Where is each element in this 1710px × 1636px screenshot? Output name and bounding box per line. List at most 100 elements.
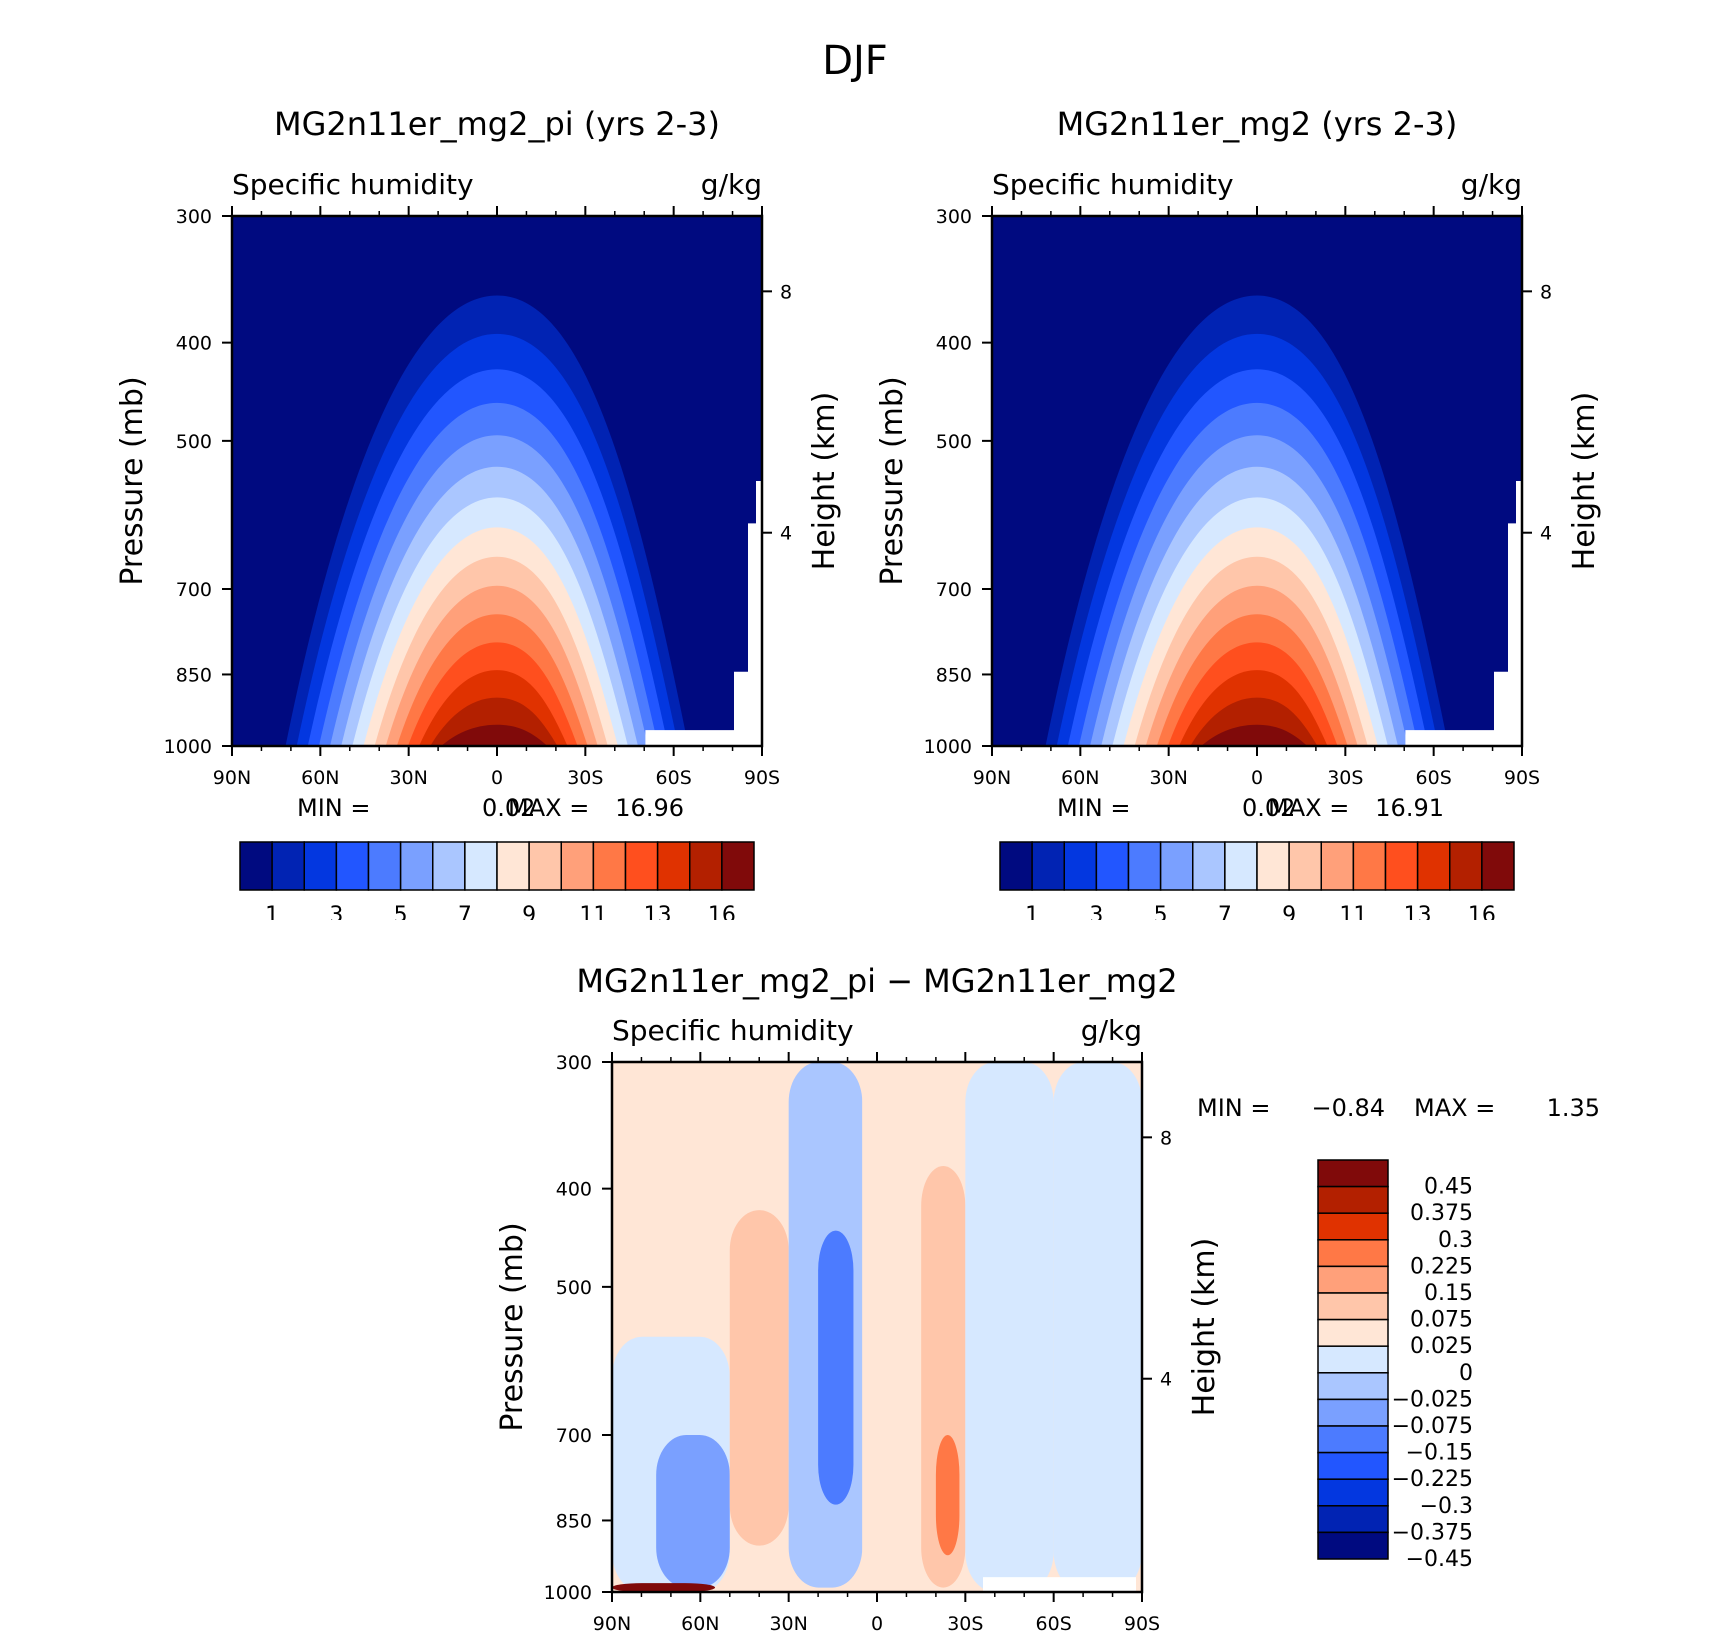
x-tick-label: 90N xyxy=(593,1613,631,1635)
y-tick-label: 300 xyxy=(556,1052,592,1074)
colorbar-segment xyxy=(1224,841,1258,891)
y-tick-label: 850 xyxy=(936,664,972,686)
x-tick-label: 30N xyxy=(1149,767,1187,789)
colorbar-segment xyxy=(1317,1239,1389,1268)
stat-min-label: MIN = xyxy=(297,794,370,822)
contour-region xyxy=(612,1062,730,1337)
colorbar-label: 13 xyxy=(644,903,672,920)
colorbar-segment xyxy=(1317,1265,1389,1294)
y-tick-label: 700 xyxy=(176,579,212,601)
colorbar-segment xyxy=(1031,841,1065,891)
colorbar-label: 3 xyxy=(329,903,343,920)
colorbar-segment xyxy=(239,841,273,891)
y-axis-right-label: Height (km) xyxy=(1187,1238,1222,1417)
y-axis-label: Pressure (mb) xyxy=(875,376,910,585)
x-tick-label: 90S xyxy=(744,767,780,789)
x-tick-label: 30S xyxy=(567,767,603,789)
colorbar-label: −0.075 xyxy=(1392,1414,1473,1439)
y-tick-label: 500 xyxy=(176,431,212,453)
x-tick-label: 60S xyxy=(1416,767,1452,789)
y-tick-label: 400 xyxy=(176,333,212,355)
colorbar-segment xyxy=(399,841,434,891)
contour-region xyxy=(818,1230,854,1505)
stat-max-value: 16.91 xyxy=(1375,794,1444,822)
colorbar-label: 0.45 xyxy=(1424,1175,1473,1200)
y-tick-label: 850 xyxy=(176,664,212,686)
colorbar-segment xyxy=(1317,1425,1389,1454)
y-tick-label: 500 xyxy=(556,1277,592,1299)
colorbar-segment xyxy=(303,841,338,891)
contour-region xyxy=(935,1434,960,1556)
colorbar-segment xyxy=(1481,841,1515,891)
colorbar-segment xyxy=(1317,1531,1389,1560)
colorbar-segment xyxy=(1317,1212,1389,1241)
contour-group xyxy=(612,1062,1142,1592)
contour-level-undefined xyxy=(1201,724,1308,746)
x-tick-label: 30N xyxy=(389,767,427,789)
y-tick-label: 400 xyxy=(556,1179,592,1201)
colorbar-segment xyxy=(1317,1478,1389,1507)
x-tick-label: 60N xyxy=(681,1613,719,1635)
y-tick-label: 300 xyxy=(936,206,972,228)
colorbar-segment xyxy=(592,841,627,891)
colorbar-label: −0.025 xyxy=(1392,1387,1473,1412)
x-tick-label: 60N xyxy=(1061,767,1099,789)
x-tick-label: 90S xyxy=(1124,1613,1160,1635)
y-right-tick-label: 4 xyxy=(1540,523,1552,545)
x-tick-label: 0 xyxy=(491,767,503,789)
stat-max-value: 16.96 xyxy=(615,794,684,822)
colorbar-segment xyxy=(1192,841,1226,891)
colorbar-label: 16 xyxy=(708,903,736,920)
colorbar-segment xyxy=(1317,1292,1389,1321)
colorbar-label: 13 xyxy=(1404,903,1432,920)
y-axis-right-label: Height (km) xyxy=(807,392,842,571)
figure-title: DJF xyxy=(822,38,888,84)
stat-min-value: −0.84 xyxy=(1311,1094,1385,1122)
colorbar-segment xyxy=(496,841,530,891)
contour-region xyxy=(965,1062,1054,1592)
contour-group xyxy=(1045,295,1449,746)
x-tick-label: 90N xyxy=(213,767,251,789)
contour-level-undefined xyxy=(441,724,548,746)
stat-max-label: MAX = xyxy=(508,794,589,822)
colorbar-label: 5 xyxy=(1154,903,1168,920)
colorbar-label: 7 xyxy=(458,903,472,920)
stat-min-value: 0.02 xyxy=(1242,794,1295,822)
stat-max-value: 1.35 xyxy=(1547,1094,1600,1122)
colorbar-segment xyxy=(624,841,659,891)
missing-data-region xyxy=(645,481,762,746)
x-tick-label: 30N xyxy=(769,1613,807,1635)
colorbar-segment xyxy=(721,841,755,891)
colorbar-segment xyxy=(1256,841,1290,891)
x-tick-label: 0 xyxy=(871,1613,883,1635)
panel-title: MG2n11er_mg2_pi − MG2n11er_mg2 xyxy=(576,962,1177,1000)
colorbar-label: 0.025 xyxy=(1410,1334,1473,1359)
contour-group xyxy=(285,295,689,746)
y-right-tick-label: 8 xyxy=(1160,1127,1172,1149)
colorbar-segment xyxy=(1449,841,1483,891)
colorbar-segment xyxy=(1317,1372,1389,1401)
stat-max-label: MAX = xyxy=(1268,794,1349,822)
colorbar-segment xyxy=(432,841,466,891)
colorbar-segment xyxy=(1317,1398,1389,1427)
y-tick-label: 400 xyxy=(936,333,972,355)
y-right-tick-label: 4 xyxy=(780,523,792,545)
subtitle-left: Specific humidity xyxy=(612,1014,854,1047)
panel-title: MG2n11er_mg2_pi (yrs 2-3) xyxy=(274,105,720,143)
colorbar-label: −0.375 xyxy=(1392,1520,1473,1545)
y-tick-label: 1000 xyxy=(164,736,212,758)
colorbar-segment xyxy=(1352,841,1387,891)
subtitle-right: g/kg xyxy=(1081,1014,1142,1047)
x-tick-label: 90S xyxy=(1504,767,1540,789)
stat-max-label: MAX = xyxy=(1414,1094,1495,1122)
colorbar-label: 9 xyxy=(522,903,536,920)
colorbar-segment xyxy=(1317,1185,1389,1214)
colorbar-segment xyxy=(689,841,723,891)
colorbar-segment xyxy=(1317,1318,1389,1347)
panel-title: MG2n11er_mg2 (yrs 2-3) xyxy=(1057,105,1458,143)
panel-2-svg: 90N 60N 30N 0 30S 60S 90S 300 400 500 700 850 1000 8 4… xyxy=(875,105,1602,920)
y-tick-label: 700 xyxy=(936,579,972,601)
y-tick-label: 700 xyxy=(556,1425,592,1447)
colorbar-label: −0.45 xyxy=(1406,1547,1473,1572)
